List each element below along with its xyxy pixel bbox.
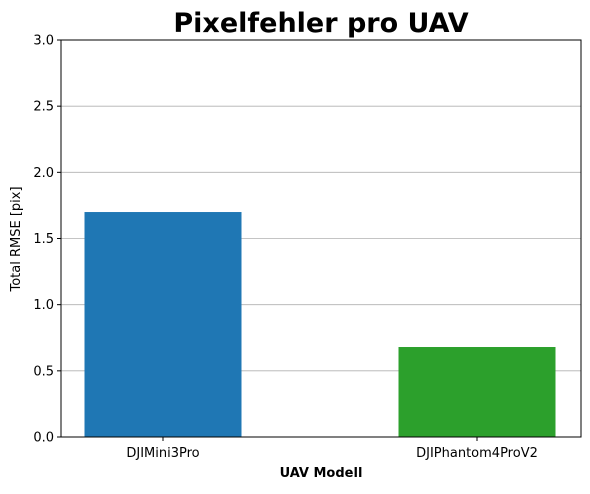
y-axis: 0.0 0.5 1.0 1.5 2.0 2.5 3.0 <box>33 34 61 446</box>
bar-DJIPhantom4ProV2 <box>398 347 556 437</box>
chart-title: Pixelfehler pro UAV <box>173 8 468 39</box>
y-tick-label: 2.0 <box>33 166 54 181</box>
y-tick-label: 3.0 <box>33 34 54 49</box>
y-tick-label: 1.5 <box>33 232 54 247</box>
x-axis-label: UAV Modell <box>280 466 363 481</box>
x-tick-label: DJIMini3Pro <box>126 446 199 461</box>
y-tick-label: 0.0 <box>33 431 54 446</box>
y-tick-label: 0.5 <box>33 364 54 379</box>
x-tick-label: DJIPhantom4ProV2 <box>416 446 538 461</box>
bar-DJIMini3Pro <box>84 212 242 437</box>
y-tick-label: 1.0 <box>33 298 54 313</box>
bars-layer <box>84 212 556 437</box>
y-axis-label: Total RMSE [pix] <box>9 186 24 292</box>
x-axis: DJIMini3Pro DJIPhantom4ProV2 <box>126 437 538 461</box>
y-tick-label: 2.5 <box>33 100 54 115</box>
